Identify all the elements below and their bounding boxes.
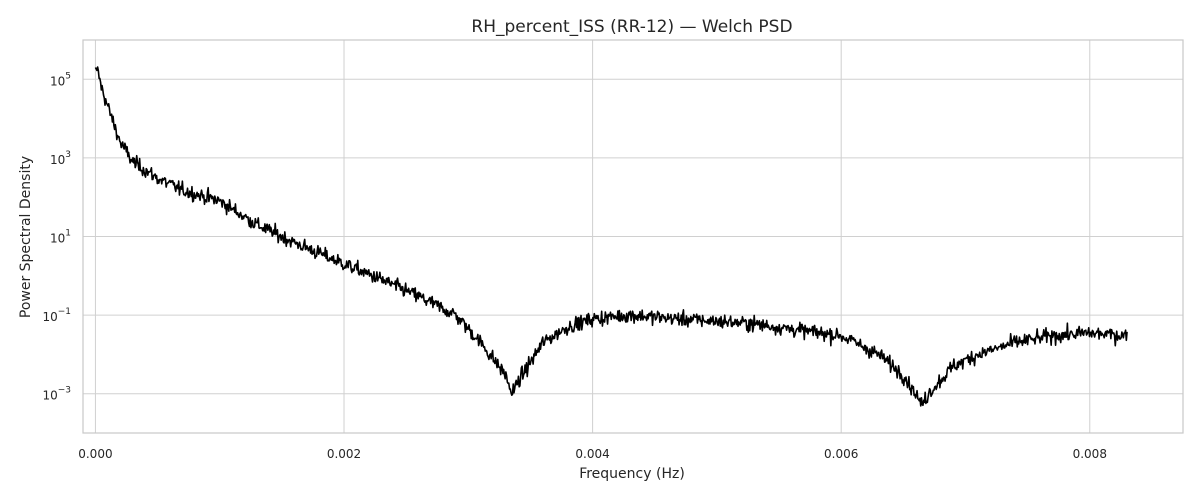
y-tick-label: 10−1 (42, 307, 71, 324)
y-tick-label: 10−3 (42, 386, 71, 403)
x-axis-label: Frequency (Hz) (579, 466, 685, 482)
grid-layer (83, 40, 1183, 433)
y-tick-label: 101 (50, 229, 71, 246)
plot-frame (82, 39, 1184, 434)
x-tick-label: 0.008 (1073, 447, 1107, 461)
y-tick-label: 103 (50, 150, 71, 167)
axes-layer: 0.000 0.002 0.004 0.006 0.008 105 103 101 10−1 10… (42, 71, 1107, 461)
series-layer (94, 66, 1128, 407)
x-tick-label: 0.004 (575, 447, 609, 461)
x-tick-label: 0.000 (78, 447, 112, 461)
y-axis-label: Power Spectral Density (18, 156, 34, 318)
y-tick-label: 105 (50, 71, 71, 88)
psd-series-line (94, 66, 1128, 407)
x-tick-label: 0.006 (824, 447, 858, 461)
x-tick-label: 0.002 (327, 447, 361, 461)
chart-title: RH_percent_ISS (RR-12) — Welch PSD (471, 17, 792, 37)
